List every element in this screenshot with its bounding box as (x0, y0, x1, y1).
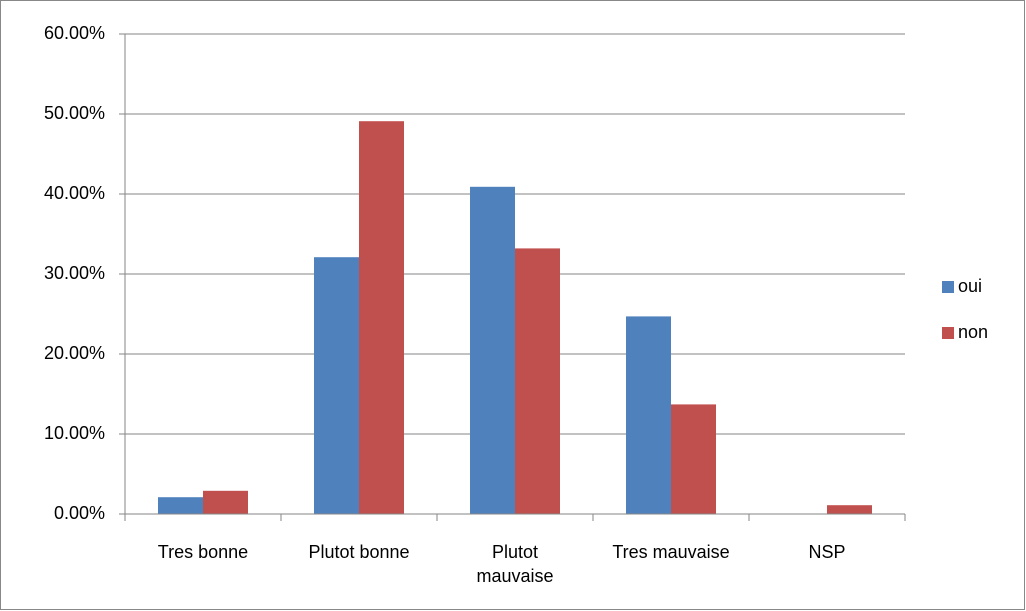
bar (470, 186, 515, 515)
bar (359, 121, 404, 514)
legend-label: non (958, 322, 988, 342)
bar (158, 497, 203, 514)
legend-swatch (942, 281, 954, 293)
bar (626, 316, 671, 514)
bar (203, 490, 248, 514)
bar (827, 505, 872, 514)
legend-label: oui (958, 276, 982, 296)
y-tick-label: 0.00% (54, 503, 105, 523)
y-tick-label: 20.00% (44, 343, 105, 363)
y-tick-label: 50.00% (44, 103, 105, 123)
y-tick-label: 10.00% (44, 423, 105, 443)
y-tick-label: 30.00% (44, 263, 105, 283)
x-tick-label: NSP (808, 542, 846, 562)
x-tick-label: Tres mauvaise (612, 542, 730, 562)
x-tick-label: Tres bonne (157, 542, 249, 562)
x-tick-label: Plutot mauvaise (476, 542, 554, 586)
legend-swatch (942, 327, 954, 339)
bar (671, 404, 716, 514)
bar (515, 248, 560, 514)
bar (314, 257, 359, 514)
y-tick-label: 40.00% (44, 183, 105, 203)
x-tick-label: Plutot bonne (308, 542, 410, 562)
y-tick-label: 60.00% (44, 23, 105, 43)
